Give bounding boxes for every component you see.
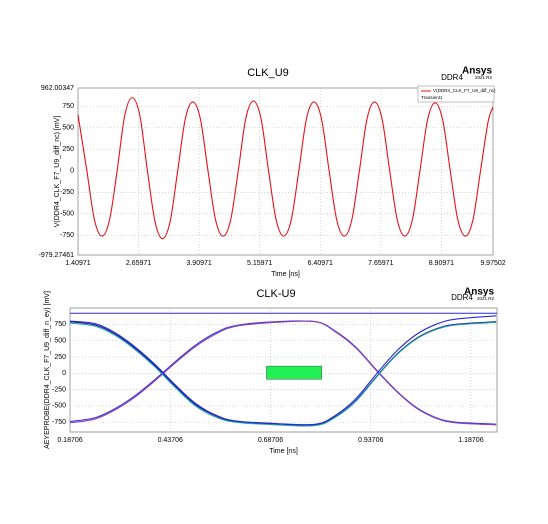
x-axis-label: Time [ns] (271, 271, 300, 278)
x-tick-label: 6.40971 (308, 260, 333, 267)
y-axis-label: AEYEPROBE(DDR4_CLK_F7_U9_diff_n_ey) [mV] (44, 291, 51, 449)
x-tick-label: 8.90971 (429, 260, 454, 267)
legend-title: Transient1 (421, 95, 443, 100)
y-tick-label: -500 (60, 211, 74, 218)
y-tick-label: -979.27461 (39, 252, 75, 259)
logo: Ansys (462, 66, 492, 77)
x-tick-label: 9.97502 (480, 260, 505, 267)
y-tick-label: -250 (52, 386, 66, 393)
y-tick-label: 250 (54, 354, 66, 361)
x-tick-label: 7.65971 (368, 260, 393, 267)
y-tick-label: 750 (62, 103, 74, 110)
y-tick-label: 0 (62, 370, 66, 377)
x-tick-label: 1.40971 (65, 260, 90, 267)
series-line (69, 320, 497, 426)
y-tick-label: 500 (54, 337, 66, 344)
series-line (69, 315, 497, 426)
x-tick-label: 5.15971 (247, 260, 272, 267)
y-tick-label: 500 (62, 125, 74, 132)
version: 2021 R2 (477, 296, 495, 301)
chart-title: CLK_U9 (247, 67, 289, 79)
y-tick-label: -750 (60, 232, 74, 239)
x-tick-label: 0.43706 (158, 437, 183, 444)
x-tick-label: 0.68706 (258, 437, 283, 444)
chart-label: DDR4 (451, 293, 473, 302)
logo: Ansys (464, 287, 494, 298)
series-line (77, 97, 494, 240)
eye-mask (266, 365, 322, 380)
y-axis-label: V(DDR4_CLK_F7_U9_diff_nc) [mV] (54, 116, 61, 228)
chart-label: DDR4 (441, 73, 463, 82)
y-tick-label: -500 (52, 403, 66, 410)
x-tick-label: 0.18706 (57, 437, 82, 444)
series-line (69, 321, 497, 427)
version: 2021 R2 (475, 75, 493, 80)
legend-box (417, 85, 495, 103)
legend-label: V(DDR4_CLK_F7_U9_diff_nc) (433, 88, 496, 93)
y-tick-label: 750 (54, 321, 66, 328)
x-tick-label: 3.90971 (186, 260, 211, 267)
x-tick-label: 1.18706 (458, 437, 483, 444)
y-tick-label: 250 (62, 146, 74, 153)
x-axis-label: Time [ns] (269, 448, 298, 455)
x-tick-label: 0.93706 (358, 437, 383, 444)
x-tick-label: 2.65971 (126, 260, 151, 267)
y-tick-label: 0 (70, 168, 74, 175)
y-tick-label: -250 (60, 189, 74, 196)
y-tick-label: 962.00347 (41, 85, 74, 92)
plot-area (77, 87, 494, 256)
y-tick-label: -750 (52, 419, 66, 426)
chart-title: CLK-U9 (256, 288, 295, 300)
